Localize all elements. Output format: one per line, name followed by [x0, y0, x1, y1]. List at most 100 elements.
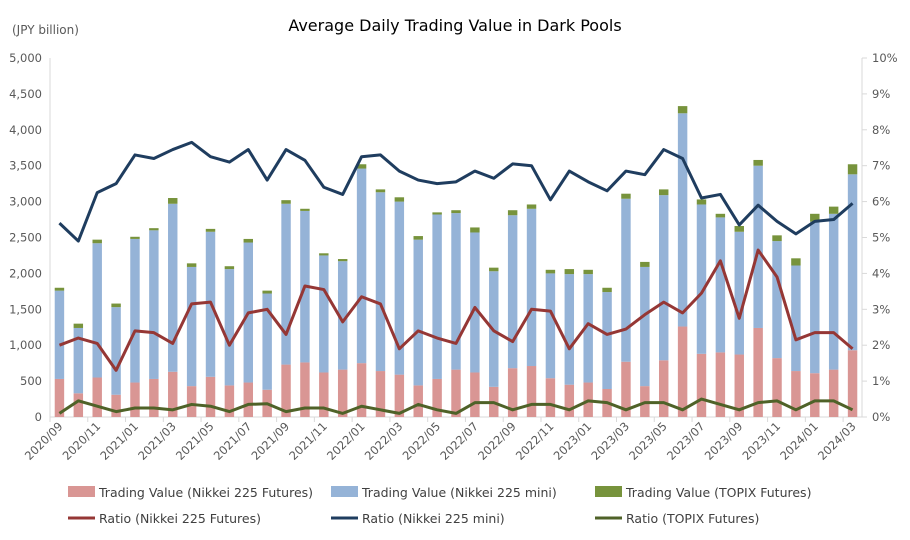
bar-topix-futures — [810, 213, 820, 222]
bar-topix-futures — [640, 261, 650, 267]
x-tick-label: 2020/09 — [22, 419, 66, 463]
x-tick-label: 2021/01 — [97, 419, 141, 463]
lines — [58, 140, 854, 415]
y-tick-label: 1,500 — [9, 302, 42, 316]
y-axis-label: (JPY billion) — [12, 23, 79, 37]
bar-nikkei225-mini — [432, 214, 442, 379]
bar-topix-futures — [545, 269, 556, 274]
y2-tick-label: 10% — [872, 51, 898, 65]
x-tick-label: 2023/05 — [626, 419, 670, 463]
bar-nikkei225-mini — [451, 213, 461, 370]
y-tick-label: 3,500 — [9, 159, 42, 173]
bar-nikkei225-futures — [753, 327, 763, 417]
bar-topix-futures — [772, 235, 782, 242]
bar-topix-futures — [753, 159, 763, 166]
bar-topix-futures — [432, 212, 442, 215]
bar-topix-futures — [526, 204, 537, 209]
bar-nikkei225-futures — [54, 378, 65, 417]
x-tick-label: 2023/09 — [702, 419, 746, 463]
bar-nikkei225-mini — [772, 241, 782, 359]
y2-tick-label: 8% — [872, 123, 890, 137]
bar-nikkei225-futures — [432, 378, 442, 417]
bar-nikkei225-futures — [281, 364, 291, 417]
bar-topix-futures — [564, 269, 575, 275]
x-tick-label: 2022/11 — [513, 419, 557, 463]
x-tick-label: 2023/01 — [551, 419, 595, 463]
bar-nikkei225-mini — [470, 232, 480, 373]
bar-nikkei225-mini — [621, 198, 631, 362]
bar-nikkei225-futures — [375, 371, 386, 417]
chart-title: Average Daily Trading Value in Dark Pool… — [288, 16, 621, 35]
x-tick-label: 2022/09 — [475, 419, 519, 463]
bar-nikkei225-mini — [526, 208, 537, 367]
bar-topix-futures — [300, 208, 310, 211]
bar-nikkei225-futures — [205, 376, 216, 417]
bar-topix-futures — [281, 200, 291, 204]
x-tick-label: 2021/03 — [135, 419, 179, 463]
bar-topix-futures — [73, 323, 84, 328]
x-tick-label: 2022/03 — [362, 419, 406, 463]
bar-topix-futures — [92, 239, 102, 244]
bar-nikkei225-futures — [545, 378, 556, 417]
bar-nikkei225-mini — [734, 231, 744, 355]
bar-topix-futures — [205, 228, 216, 232]
bar-nikkei225-mini — [262, 293, 272, 390]
bar-nikkei225-futures — [168, 371, 178, 417]
bar-nikkei225-mini — [319, 255, 329, 373]
y-tick-label: 1,000 — [9, 338, 42, 352]
y-tick-label: 2,000 — [9, 266, 42, 280]
y2-tick-label: 0% — [872, 410, 890, 424]
legend-swatch — [331, 486, 358, 497]
bar-nikkei225-futures — [413, 385, 423, 417]
y-tick-label: 4,500 — [9, 87, 42, 101]
line-ratio-topix-futures — [58, 397, 854, 415]
bar-nikkei225-mini — [337, 261, 348, 370]
bar-nikkei225-futures — [243, 382, 253, 417]
bar-topix-futures — [130, 236, 140, 239]
x-tick-label: 2021/11 — [286, 419, 330, 463]
x-tick-label: 2022/01 — [324, 419, 368, 463]
line-ratio-nikkei225-mini — [58, 140, 854, 243]
bar-topix-futures — [243, 238, 253, 243]
bar-nikkei225-mini — [168, 203, 178, 372]
bar-nikkei225-futures — [564, 384, 575, 417]
bar-nikkei225-mini — [186, 266, 197, 387]
bar-nikkei225-futures — [224, 385, 235, 417]
bar-nikkei225-futures — [111, 394, 121, 417]
x-tick-label: 2024/01 — [777, 419, 821, 463]
bar-nikkei225-futures — [319, 372, 329, 417]
bar-topix-futures — [262, 290, 272, 294]
bar-nikkei225-mini — [640, 266, 650, 387]
x-tick-label: 2023/03 — [588, 419, 632, 463]
bar-topix-futures — [677, 106, 688, 114]
x-tick-label: 2021/07 — [211, 419, 255, 463]
bar-topix-futures — [621, 193, 631, 199]
bar-topix-futures — [583, 269, 593, 275]
bar-nikkei225-mini — [847, 174, 858, 351]
bar-nikkei225-mini — [715, 217, 726, 353]
bar-topix-futures — [54, 287, 65, 291]
bar-nikkei225-mini — [659, 195, 669, 361]
bar-nikkei225-futures — [696, 353, 707, 417]
bar-topix-futures — [696, 199, 707, 205]
legend-label: Ratio (Nikkei 225 mini) — [362, 511, 505, 526]
bar-topix-futures — [375, 189, 386, 193]
bar-topix-futures — [602, 287, 612, 293]
bar-nikkei225-futures — [507, 368, 518, 417]
bar-topix-futures — [489, 267, 499, 272]
bars — [54, 106, 858, 417]
bar-topix-futures — [337, 259, 348, 262]
bar-nikkei225-futures — [451, 369, 461, 417]
legend-label: Trading Value (Nikkei 225 Futures) — [98, 485, 313, 500]
bar-nikkei225-futures — [130, 382, 140, 417]
bar-nikkei225-mini — [224, 269, 235, 386]
bar-nikkei225-mini — [54, 290, 65, 379]
bar-nikkei225-futures — [394, 374, 405, 417]
bar-topix-futures — [186, 263, 197, 267]
bar-topix-futures — [791, 258, 801, 266]
bar-nikkei225-futures — [356, 363, 367, 417]
bar-nikkei225-mini — [677, 113, 688, 327]
line-ratio-nikkei225-futures — [58, 248, 854, 372]
bar-nikkei225-mini — [413, 239, 423, 386]
